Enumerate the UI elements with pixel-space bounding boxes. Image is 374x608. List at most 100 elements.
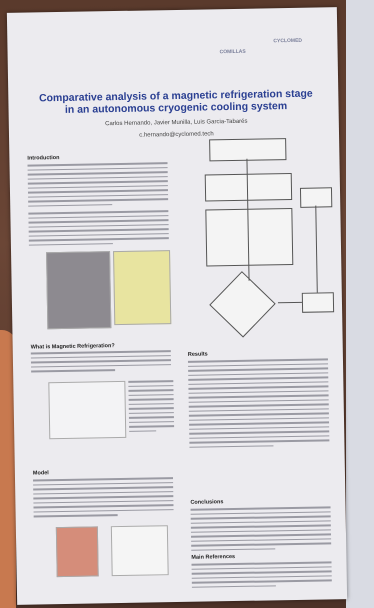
text-line: [192, 585, 276, 588]
photo-figure: [46, 251, 111, 329]
poster-title: Comparative analysis of a magnetic refri…: [38, 88, 313, 117]
text-line: [31, 369, 115, 372]
text-line: [33, 486, 173, 490]
text-line: [191, 533, 331, 537]
text-line: [129, 403, 174, 405]
plot-figure: [113, 250, 171, 325]
logo-comillas: COMILLAS: [220, 49, 246, 55]
text-line: [191, 548, 275, 551]
text-line: [31, 350, 171, 354]
neighbor-poster: [346, 0, 374, 608]
text-line: [189, 445, 273, 448]
text-line: [191, 524, 331, 528]
plot-figure: [48, 381, 126, 439]
text-line: [29, 237, 169, 241]
text-line: [34, 514, 118, 517]
text-line: [188, 381, 328, 385]
text-line: [191, 515, 331, 519]
text-line: [189, 439, 329, 443]
text-line: [31, 359, 171, 363]
logo-cyclomed: CYCLOMED: [273, 38, 302, 44]
diagram-figure: [56, 526, 99, 577]
text-line: [189, 412, 329, 416]
section-heading: Main References: [191, 554, 235, 561]
flow-arrow: [278, 302, 302, 303]
text-line: [29, 233, 169, 237]
text-line: [29, 243, 113, 246]
text-line: [29, 228, 169, 232]
text-line: [189, 399, 329, 403]
text-line: [192, 561, 332, 565]
text-line: [192, 579, 332, 583]
scene: COMILLAS CYCLOMED Comparative analysis o…: [0, 0, 374, 608]
text-line: [28, 162, 168, 166]
text-line: [33, 477, 173, 481]
authors: Carlos Hernando, Javier Munilla, Luis Ga…: [49, 118, 304, 128]
poster: COMILLAS CYCLOMED Comparative analysis o…: [7, 7, 347, 605]
section-heading: Results: [188, 351, 208, 357]
text-line: [33, 482, 173, 486]
flow-box: [205, 208, 293, 267]
text-line: [129, 416, 174, 418]
text-line: [28, 189, 168, 193]
text-line: [192, 566, 332, 570]
text-line: [189, 435, 329, 439]
flow-box: [205, 173, 292, 202]
text-line: [191, 538, 331, 542]
text-line: [33, 491, 173, 495]
text-line: [188, 372, 328, 376]
section-heading: Introduction: [27, 155, 59, 162]
text-line: [31, 364, 171, 368]
text-line: [29, 219, 169, 223]
text-line: [191, 520, 331, 524]
text-line: [29, 224, 169, 228]
flow-box: [302, 292, 334, 313]
text-line: [129, 412, 174, 414]
text-line: [189, 417, 329, 421]
text-line: [129, 430, 156, 432]
diagram-figure: [111, 525, 169, 576]
text-line: [28, 215, 168, 219]
text-line: [33, 504, 173, 508]
text-line: [129, 398, 174, 400]
text-line: [33, 495, 173, 499]
text-line: [31, 355, 171, 359]
text-line: [28, 167, 168, 171]
text-line: [191, 529, 331, 533]
text-line: [28, 194, 168, 198]
text-line: [28, 176, 168, 180]
text-line: [189, 408, 329, 412]
text-line: [129, 407, 174, 409]
text-line: [28, 204, 112, 207]
text-line: [189, 390, 329, 394]
text-line: [28, 210, 168, 214]
section-heading: Model: [33, 470, 49, 476]
text-line: [191, 511, 331, 515]
text-line: [189, 426, 329, 430]
text-line: [188, 367, 328, 371]
text-line: [191, 506, 331, 510]
text-line: [188, 385, 328, 389]
flow-decision: [209, 271, 275, 337]
text-line: [188, 358, 328, 362]
text-line: [28, 180, 168, 184]
text-line: [28, 171, 168, 175]
flow-box: [209, 138, 286, 161]
text-line: [191, 542, 331, 546]
text-line: [129, 425, 174, 427]
text-line: [129, 394, 174, 396]
text-line: [189, 394, 329, 398]
text-line: [128, 389, 173, 391]
text-line: [189, 421, 329, 425]
section-heading: What is Magnetic Refrigeration?: [31, 343, 115, 350]
text-line: [128, 380, 173, 382]
text-line: [28, 198, 168, 202]
text-line: [128, 385, 173, 387]
text-line: [189, 430, 329, 434]
text-line: [192, 570, 332, 574]
text-line: [189, 403, 329, 407]
section-heading: Conclusions: [190, 499, 223, 506]
text-line: [192, 575, 332, 579]
text-line: [188, 363, 328, 367]
flow-arrow: [315, 206, 318, 293]
